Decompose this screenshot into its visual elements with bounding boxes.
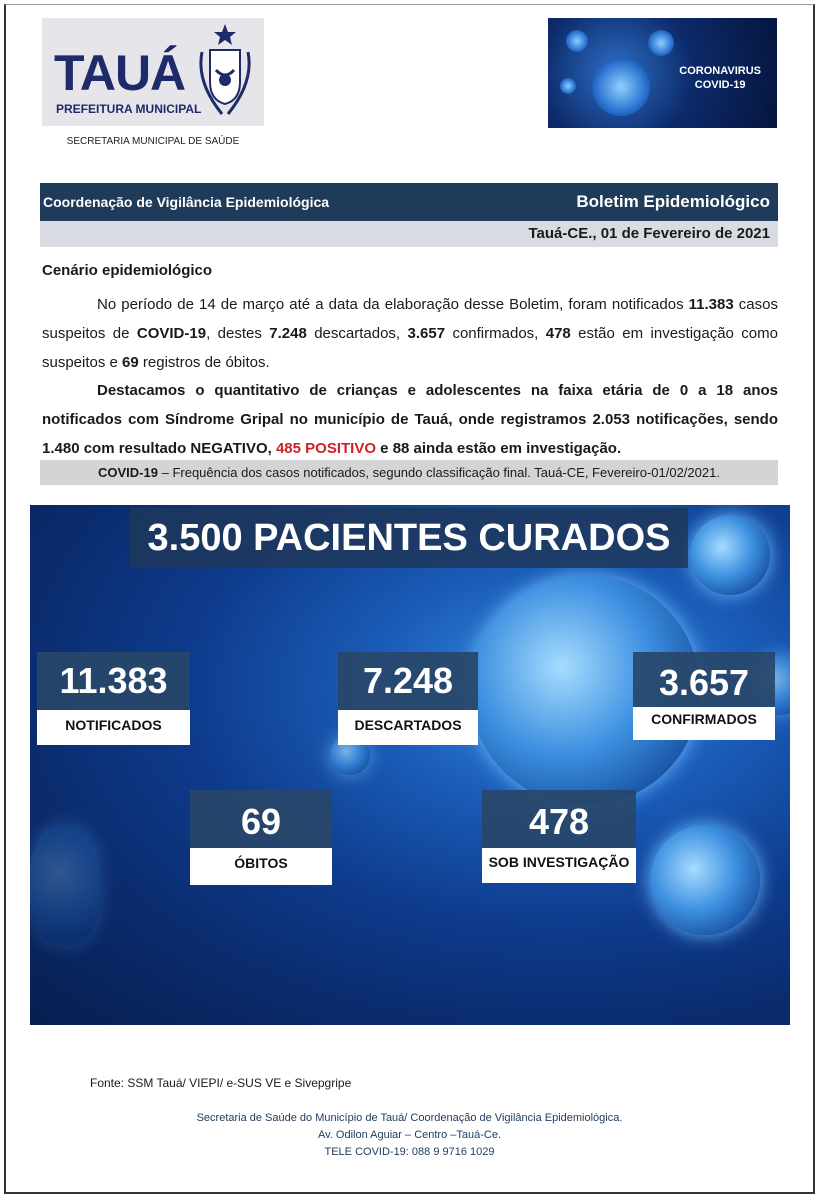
paragraph-children: Destacamos o quantitativo de crianças e … xyxy=(42,382,778,457)
stat-sob-investigacao: 478 SOB INVESTIGAÇÃO xyxy=(482,790,636,883)
section-title: Cenário epidemiológico xyxy=(42,262,213,279)
caption: COVID-19 – Frequência dos casos notifica… xyxy=(40,460,778,485)
header-bar: Coordenação de Vigilância Epidemiológica… xyxy=(40,183,778,221)
cured-patients-title: 3.500 PACIENTES CURADOS xyxy=(130,508,688,568)
coat-of-arms-icon xyxy=(199,24,251,115)
coordination-label: Coordenação de Vigilância Epidemiológica xyxy=(43,194,330,210)
logo-title: TAUÁ xyxy=(54,45,186,101)
taua-logo: TAUÁ PREFEITURA MUNICIPAL xyxy=(42,18,264,126)
bulletin-date: Tauá-CE., 01 de Fevereiro de 2021 xyxy=(40,221,778,247)
infographic: 3.500 PACIENTES CURADOS 11.383 NOTIFICAD… xyxy=(30,505,790,1025)
secretaria-label: SECRETARIA MUNICIPAL DE SAÚDE xyxy=(66,136,240,147)
source-note: Fonte: SSM Tauá/ VIEPI/ e-SUS VE e Sivep… xyxy=(90,1076,352,1090)
footer: Secretaria de Saúde do Município de Tauá… xyxy=(196,1112,623,1158)
stat-notificados: 11.383 NOTIFICADOS xyxy=(37,652,190,745)
stat-descartados: 7.248 DESCARTADOS xyxy=(338,652,478,745)
coronavirus-banner: CORONAVIRUS COVID-19 xyxy=(548,18,777,128)
logo-subtitle: PREFEITURA MUNICIPAL xyxy=(56,102,202,116)
page-frame xyxy=(4,4,815,1194)
paragraph-summary: No período de 14 de março até a data da … xyxy=(42,296,778,371)
bulletin-title: Boletim Epidemiológico xyxy=(576,192,770,211)
stat-confirmados: 3.657 CONFIRMADOS xyxy=(633,652,775,740)
stat-obitos: 69 ÓBITOS xyxy=(190,790,332,885)
